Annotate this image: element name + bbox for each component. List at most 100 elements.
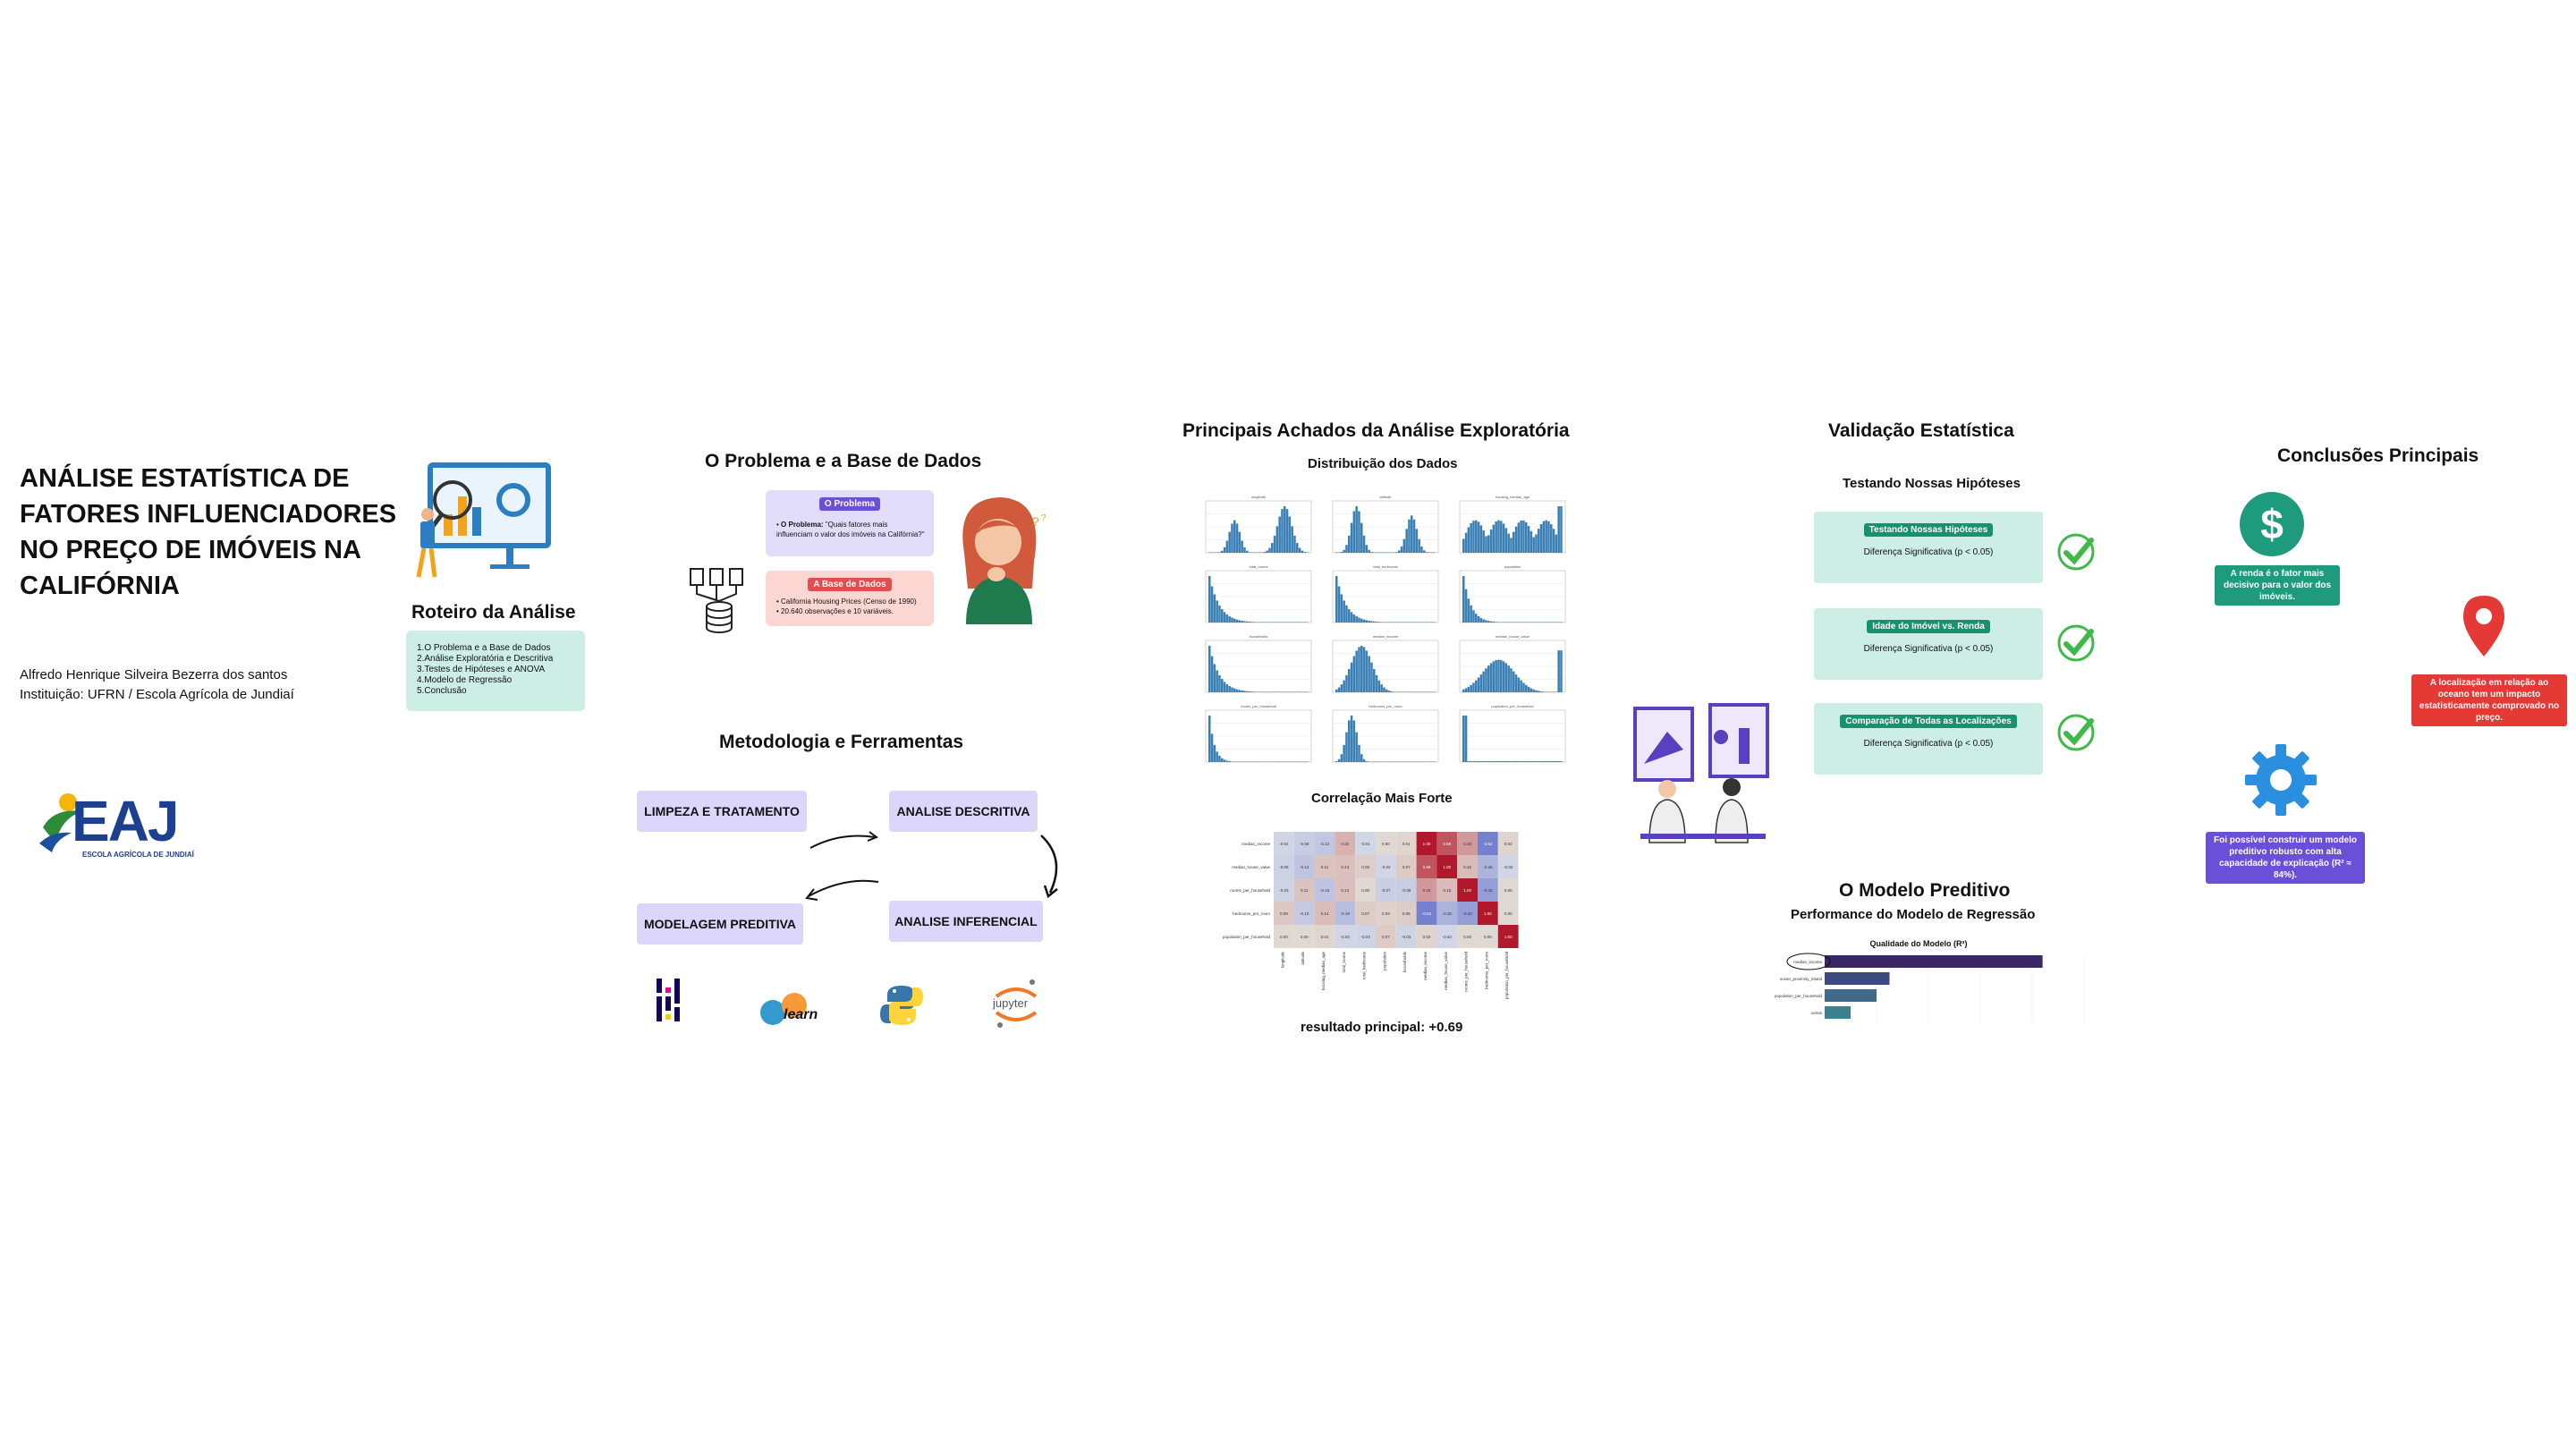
conclusion-income: A renda é o fator mais decisivo para o v… — [2215, 565, 2340, 606]
histogram-bar — [1383, 761, 1385, 762]
histogram-bar — [1535, 622, 1538, 623]
histogram-bar — [1555, 534, 1558, 553]
histogram-bar — [1368, 761, 1370, 762]
histogram-bar — [1355, 506, 1358, 553]
histogram-bar — [1487, 760, 1490, 762]
histogram-bar — [1335, 552, 1338, 553]
histogram-bar — [1370, 552, 1373, 553]
histogram-bar — [1415, 529, 1419, 553]
test-box: Comparação de Todas as Localizações Dife… — [1814, 703, 2043, 775]
histogram-bar — [1301, 691, 1304, 692]
histogram-bar — [1345, 674, 1348, 692]
heatmap-cell — [1355, 925, 1376, 948]
histogram-bar — [1368, 549, 1370, 553]
histogram-bar — [1335, 689, 1338, 692]
heatmap-col-label: bedrooms_per_room — [1484, 952, 1488, 989]
histogram-bar — [1387, 552, 1391, 553]
histogram-bar — [1266, 761, 1268, 762]
histogram-bar — [1248, 552, 1251, 553]
histogram-bar — [1373, 621, 1376, 623]
heatmap-value: 0.69 — [1443, 842, 1451, 846]
histogram-bar — [1522, 622, 1525, 623]
histogram-bar — [1216, 600, 1218, 623]
database-item: • 20.640 observações e 10 variáveis. — [776, 607, 894, 615]
histogram-bar — [1530, 622, 1533, 623]
heatmap-cell — [1436, 925, 1458, 948]
histogram-bar — [1492, 760, 1496, 762]
heatmap-cell — [1457, 925, 1478, 948]
histogram-bar — [1393, 552, 1395, 553]
histogram-bar — [1213, 594, 1216, 623]
histogram-bar — [1500, 760, 1503, 762]
histogram-bar — [1477, 677, 1480, 692]
heatmap-value: -0.03 — [1402, 935, 1411, 939]
test-result: Diferença Significativa (p < 0.05) — [1863, 547, 1994, 557]
histogram-bar — [1423, 761, 1426, 762]
histogram-bar — [1513, 760, 1515, 762]
histogram-bar — [1462, 689, 1465, 692]
histogram-bar — [1281, 509, 1284, 553]
heatmap-cell — [1314, 878, 1335, 902]
histogram-bar — [1430, 622, 1433, 623]
heatmap-cell — [1335, 878, 1356, 902]
histogram-bar — [1383, 687, 1385, 692]
histogram-bar — [1539, 691, 1543, 692]
histogram-bar — [1275, 761, 1279, 762]
heatmap-value: 0.03 — [1382, 911, 1390, 916]
heatmap-cell — [1293, 902, 1315, 925]
histogram-title: bedrooms_per_room — [1368, 704, 1402, 708]
histogram-bar — [1233, 688, 1236, 692]
heatmap-value: 0.07 — [1382, 935, 1390, 939]
heatmap-cell — [1376, 832, 1396, 855]
histogram-bar — [1482, 671, 1485, 692]
histogram-bar — [1398, 622, 1401, 623]
heatmap-cell — [1497, 902, 1519, 925]
histogram-bar — [1241, 540, 1243, 553]
histogram-bar — [1420, 546, 1423, 553]
histogram-bar — [1235, 619, 1239, 623]
histogram-bar — [1395, 691, 1398, 692]
histogram-bar — [1467, 598, 1470, 623]
histogram-bar — [1527, 760, 1530, 762]
histogram-bar — [1225, 760, 1229, 762]
histogram-bar — [1233, 618, 1236, 623]
histogram-bar — [1335, 761, 1338, 762]
histogram-bar — [1345, 732, 1348, 762]
chart-category-label: outras — [1810, 1011, 1822, 1015]
heatmap-cell — [1436, 878, 1458, 902]
heatmap-value: -0.19 — [1341, 911, 1351, 916]
step-descritiva: ANALISE DESCRITIVA — [889, 791, 1038, 832]
histogram-bar — [1235, 523, 1239, 553]
histogram-bar — [1285, 761, 1289, 762]
histogram-bar — [1231, 617, 1233, 623]
histogram-bar — [1527, 622, 1530, 623]
heatmap-row-label: bedrooms_per_room — [1233, 911, 1270, 916]
histogram-bar — [1260, 552, 1264, 553]
database-item: • California Housing Prices (Censo de 19… — [776, 597, 917, 606]
histogram-bar — [1350, 662, 1353, 692]
histogram-bar — [1513, 531, 1515, 553]
histogram-bar — [1233, 761, 1236, 762]
histogram-bar — [1348, 720, 1351, 762]
histogram-bar — [1433, 552, 1436, 553]
heatmap-cell — [1416, 878, 1437, 902]
heatmap-cell — [1335, 902, 1356, 925]
histogram-bar — [1285, 622, 1289, 623]
histogram-bar — [1539, 622, 1543, 623]
histogram-bar — [1525, 521, 1528, 553]
histogram-bar — [1470, 605, 1472, 623]
heatmap-value: 0.20 — [1341, 842, 1349, 846]
histogram-bar — [1390, 761, 1394, 762]
histogram-bar — [1492, 622, 1496, 623]
histogram-bar — [1231, 687, 1233, 692]
histogram-bar — [1370, 621, 1373, 623]
jupyter-icon: jupyter — [989, 975, 1043, 1032]
modelo-title: O Modelo Preditivo — [1839, 880, 2011, 901]
histogram-bar — [1383, 622, 1385, 623]
histogram-bar — [1467, 686, 1470, 692]
histogram-bar — [1487, 665, 1490, 692]
histogram-bar — [1420, 761, 1423, 762]
histogram-bar — [1423, 550, 1426, 553]
histogram-bar — [1281, 761, 1284, 762]
histogram-bar — [1278, 761, 1281, 762]
